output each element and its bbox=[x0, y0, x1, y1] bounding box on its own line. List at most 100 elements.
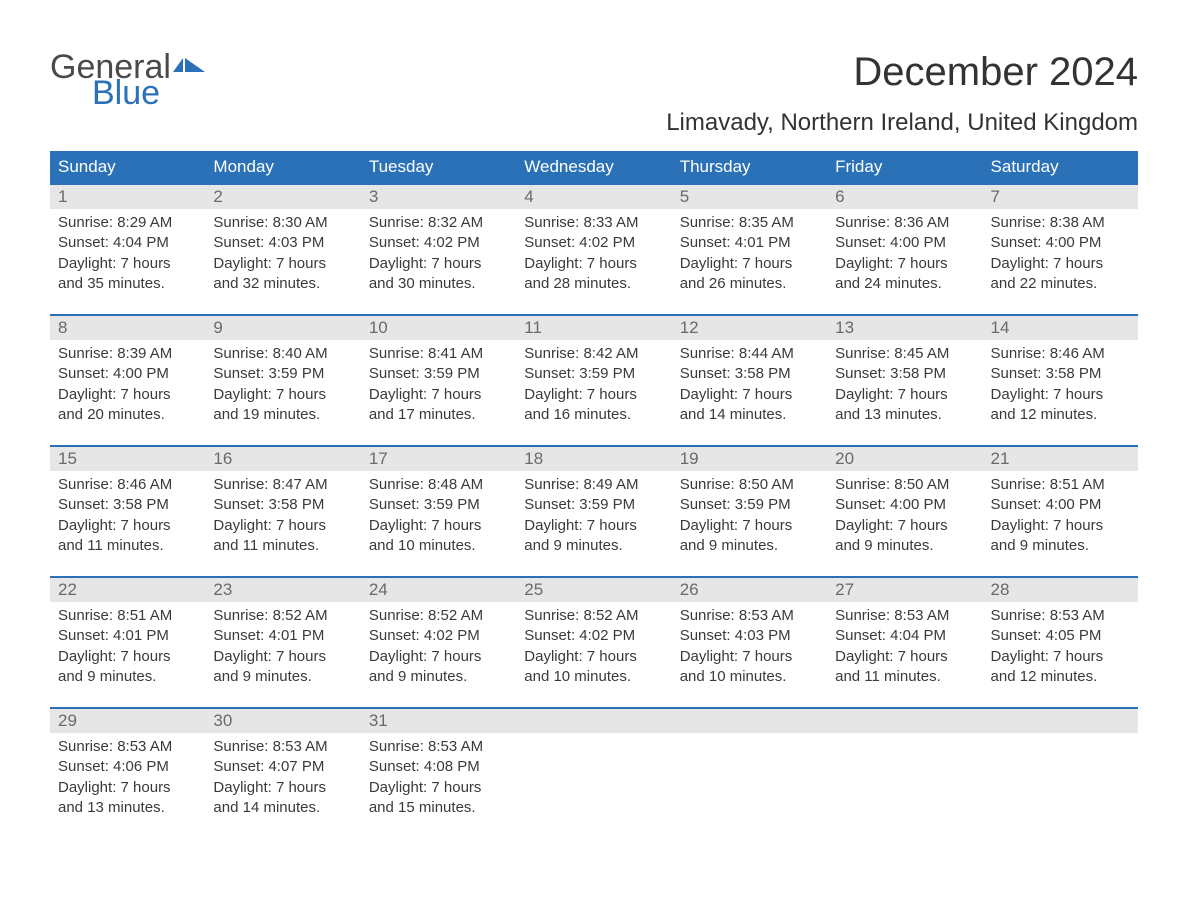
day-line: Sunrise: 8:53 AM bbox=[991, 606, 1130, 626]
week-row: 29Sunrise: 8:53 AMSunset: 4:06 PMDayligh… bbox=[50, 707, 1138, 820]
day-number: 5 bbox=[672, 185, 827, 209]
day-number: 3 bbox=[361, 185, 516, 209]
day-line: and 10 minutes. bbox=[369, 536, 508, 556]
day-body: Sunrise: 8:46 AMSunset: 3:58 PMDaylight:… bbox=[983, 340, 1138, 427]
day-line: Sunrise: 8:50 AM bbox=[680, 475, 819, 495]
logo-text-blue: Blue bbox=[50, 76, 207, 110]
day-line: Sunset: 4:06 PM bbox=[58, 757, 197, 777]
day-line: and 14 minutes. bbox=[213, 798, 352, 818]
day-line: Sunrise: 8:53 AM bbox=[213, 737, 352, 757]
day-line: Daylight: 7 hours bbox=[369, 385, 508, 405]
day-cell: 12Sunrise: 8:44 AMSunset: 3:58 PMDayligh… bbox=[672, 316, 827, 427]
day-cell: 8Sunrise: 8:39 AMSunset: 4:00 PMDaylight… bbox=[50, 316, 205, 427]
day-number: 19 bbox=[672, 447, 827, 471]
day-line: Sunrise: 8:42 AM bbox=[524, 344, 663, 364]
day-body: Sunrise: 8:52 AMSunset: 4:02 PMDaylight:… bbox=[361, 602, 516, 689]
day-cell: 7Sunrise: 8:38 AMSunset: 4:00 PMDaylight… bbox=[983, 185, 1138, 296]
day-cell bbox=[516, 709, 671, 820]
day-cell: 11Sunrise: 8:42 AMSunset: 3:59 PMDayligh… bbox=[516, 316, 671, 427]
day-number: 17 bbox=[361, 447, 516, 471]
day-line: and 9 minutes. bbox=[213, 667, 352, 687]
day-line: Daylight: 7 hours bbox=[213, 385, 352, 405]
day-line: Sunset: 3:59 PM bbox=[680, 495, 819, 515]
day-body: Sunrise: 8:53 AMSunset: 4:04 PMDaylight:… bbox=[827, 602, 982, 689]
logo: General Blue bbox=[50, 50, 207, 110]
day-line: Daylight: 7 hours bbox=[680, 385, 819, 405]
day-line: and 19 minutes. bbox=[213, 405, 352, 425]
day-line: Daylight: 7 hours bbox=[991, 647, 1130, 667]
dow-cell: Wednesday bbox=[516, 151, 671, 183]
day-body: Sunrise: 8:51 AMSunset: 4:00 PMDaylight:… bbox=[983, 471, 1138, 558]
day-line: Sunset: 4:01 PM bbox=[680, 233, 819, 253]
day-line: Daylight: 7 hours bbox=[58, 516, 197, 536]
day-number: 1 bbox=[50, 185, 205, 209]
day-line: Sunrise: 8:45 AM bbox=[835, 344, 974, 364]
week-row: 1Sunrise: 8:29 AMSunset: 4:04 PMDaylight… bbox=[50, 183, 1138, 296]
day-line: Sunrise: 8:51 AM bbox=[991, 475, 1130, 495]
day-cell: 26Sunrise: 8:53 AMSunset: 4:03 PMDayligh… bbox=[672, 578, 827, 689]
day-line: Sunset: 3:58 PM bbox=[991, 364, 1130, 384]
day-cell: 14Sunrise: 8:46 AMSunset: 3:58 PMDayligh… bbox=[983, 316, 1138, 427]
day-line: Daylight: 7 hours bbox=[369, 516, 508, 536]
day-cell: 6Sunrise: 8:36 AMSunset: 4:00 PMDaylight… bbox=[827, 185, 982, 296]
day-line: Sunrise: 8:36 AM bbox=[835, 213, 974, 233]
day-cell: 20Sunrise: 8:50 AMSunset: 4:00 PMDayligh… bbox=[827, 447, 982, 558]
day-line: Daylight: 7 hours bbox=[213, 778, 352, 798]
day-number: 18 bbox=[516, 447, 671, 471]
day-line: and 20 minutes. bbox=[58, 405, 197, 425]
day-line: and 10 minutes. bbox=[680, 667, 819, 687]
week-row: 8Sunrise: 8:39 AMSunset: 4:00 PMDaylight… bbox=[50, 314, 1138, 427]
day-line: Sunrise: 8:38 AM bbox=[991, 213, 1130, 233]
day-number: 31 bbox=[361, 709, 516, 733]
day-line: Sunrise: 8:29 AM bbox=[58, 213, 197, 233]
day-cell: 29Sunrise: 8:53 AMSunset: 4:06 PMDayligh… bbox=[50, 709, 205, 820]
day-cell: 5Sunrise: 8:35 AMSunset: 4:01 PMDaylight… bbox=[672, 185, 827, 296]
day-line: Sunrise: 8:52 AM bbox=[524, 606, 663, 626]
header: General Blue December 2024 Limavady, Nor… bbox=[50, 50, 1138, 137]
day-line: Sunrise: 8:53 AM bbox=[369, 737, 508, 757]
day-line: Sunset: 3:58 PM bbox=[835, 364, 974, 384]
day-line: Sunset: 4:05 PM bbox=[991, 626, 1130, 646]
day-number: 14 bbox=[983, 316, 1138, 340]
day-cell: 25Sunrise: 8:52 AMSunset: 4:02 PMDayligh… bbox=[516, 578, 671, 689]
day-cell: 13Sunrise: 8:45 AMSunset: 3:58 PMDayligh… bbox=[827, 316, 982, 427]
day-line: Sunset: 4:03 PM bbox=[680, 626, 819, 646]
day-body: Sunrise: 8:35 AMSunset: 4:01 PMDaylight:… bbox=[672, 209, 827, 296]
day-number: 20 bbox=[827, 447, 982, 471]
day-body: Sunrise: 8:53 AMSunset: 4:08 PMDaylight:… bbox=[361, 733, 516, 820]
day-line: and 9 minutes. bbox=[58, 667, 197, 687]
day-line: Sunset: 4:02 PM bbox=[524, 626, 663, 646]
day-body: Sunrise: 8:49 AMSunset: 3:59 PMDaylight:… bbox=[516, 471, 671, 558]
day-line: Sunrise: 8:49 AM bbox=[524, 475, 663, 495]
day-cell: 9Sunrise: 8:40 AMSunset: 3:59 PMDaylight… bbox=[205, 316, 360, 427]
day-line: Sunrise: 8:46 AM bbox=[991, 344, 1130, 364]
day-of-week-header: SundayMondayTuesdayWednesdayThursdayFrid… bbox=[50, 151, 1138, 183]
day-line: Daylight: 7 hours bbox=[58, 778, 197, 798]
day-body: Sunrise: 8:48 AMSunset: 3:59 PMDaylight:… bbox=[361, 471, 516, 558]
day-line: Sunrise: 8:40 AM bbox=[213, 344, 352, 364]
dow-cell: Sunday bbox=[50, 151, 205, 183]
day-line: Sunrise: 8:53 AM bbox=[680, 606, 819, 626]
day-line: Sunset: 3:58 PM bbox=[58, 495, 197, 515]
day-body: Sunrise: 8:44 AMSunset: 3:58 PMDaylight:… bbox=[672, 340, 827, 427]
day-line: and 22 minutes. bbox=[991, 274, 1130, 294]
day-body: Sunrise: 8:32 AMSunset: 4:02 PMDaylight:… bbox=[361, 209, 516, 296]
day-line: Sunset: 4:02 PM bbox=[369, 626, 508, 646]
dow-cell: Tuesday bbox=[361, 151, 516, 183]
day-line: and 9 minutes. bbox=[680, 536, 819, 556]
day-body: Sunrise: 8:52 AMSunset: 4:01 PMDaylight:… bbox=[205, 602, 360, 689]
day-line: Sunset: 4:01 PM bbox=[213, 626, 352, 646]
day-cell: 24Sunrise: 8:52 AMSunset: 4:02 PMDayligh… bbox=[361, 578, 516, 689]
day-line: Daylight: 7 hours bbox=[524, 254, 663, 274]
day-number bbox=[672, 709, 827, 733]
week-row: 15Sunrise: 8:46 AMSunset: 3:58 PMDayligh… bbox=[50, 445, 1138, 558]
day-line: Daylight: 7 hours bbox=[835, 385, 974, 405]
day-line: Sunset: 4:07 PM bbox=[213, 757, 352, 777]
day-body: Sunrise: 8:47 AMSunset: 3:58 PMDaylight:… bbox=[205, 471, 360, 558]
day-body: Sunrise: 8:41 AMSunset: 3:59 PMDaylight:… bbox=[361, 340, 516, 427]
day-number: 27 bbox=[827, 578, 982, 602]
day-line: Daylight: 7 hours bbox=[369, 647, 508, 667]
day-line: Sunrise: 8:51 AM bbox=[58, 606, 197, 626]
day-line: and 12 minutes. bbox=[991, 667, 1130, 687]
day-line: Daylight: 7 hours bbox=[369, 254, 508, 274]
